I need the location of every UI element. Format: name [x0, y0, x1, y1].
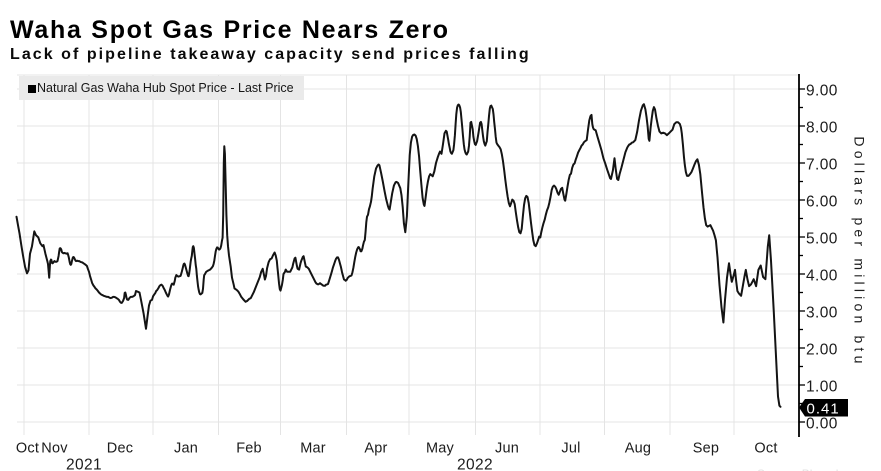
svg-text:6.00: 6.00 [806, 194, 838, 211]
svg-text:Mar: Mar [300, 441, 326, 457]
svg-text:Jun: Jun [495, 441, 519, 457]
svg-text:Jul: Jul [561, 441, 580, 457]
svg-text:1.00: 1.00 [806, 379, 838, 396]
svg-text:Source: Bloomberg: Source: Bloomberg [757, 467, 860, 471]
svg-text:9.00: 9.00 [806, 83, 838, 100]
svg-text:0.00: 0.00 [806, 416, 838, 433]
svg-text:0.41: 0.41 [807, 401, 840, 418]
svg-text:4.00: 4.00 [806, 268, 838, 285]
svg-text:7.00: 7.00 [806, 157, 838, 174]
svg-text:Jan: Jan [174, 441, 198, 457]
svg-text:Nov: Nov [41, 441, 68, 457]
svg-text:3.00: 3.00 [806, 305, 838, 322]
svg-text:2.00: 2.00 [806, 342, 838, 359]
svg-text:Dec: Dec [107, 441, 133, 457]
svg-text:Sep: Sep [693, 441, 719, 457]
svg-text:2022: 2022 [457, 457, 493, 471]
svg-text:Feb: Feb [236, 441, 262, 457]
svg-text:Apr: Apr [364, 441, 387, 457]
svg-text:2021: 2021 [66, 457, 102, 471]
svg-text:5.00: 5.00 [806, 231, 838, 248]
svg-text:May: May [426, 441, 455, 457]
svg-text:Dollars per million btu: Dollars per million btu [852, 136, 868, 367]
svg-text:Oct: Oct [754, 441, 777, 457]
svg-text:Oct: Oct [16, 441, 39, 457]
svg-text:Aug: Aug [625, 441, 651, 457]
svg-text:8.00: 8.00 [806, 120, 838, 137]
